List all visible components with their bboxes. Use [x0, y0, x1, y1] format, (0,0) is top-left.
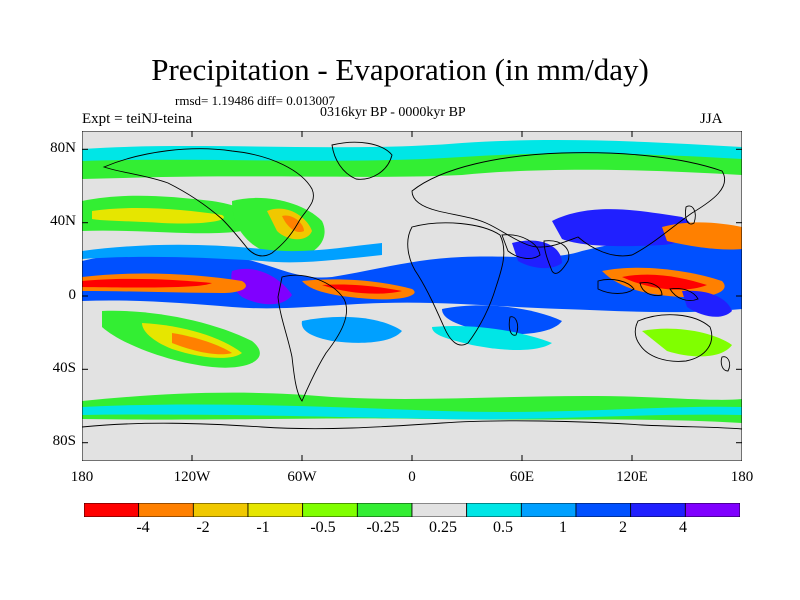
coast-maritime-continent — [597, 278, 699, 301]
field-south-atlantic-blue — [301, 316, 402, 343]
y-tick-label: 80N — [50, 140, 76, 156]
field-equatorial-cyan-edge — [82, 243, 382, 263]
colorbar-label: -2 — [196, 519, 210, 536]
colorbar — [84, 503, 740, 517]
colorbar-label: 0.25 — [429, 519, 457, 536]
colorbar-swatch — [356, 503, 413, 517]
coast-north-america — [102, 148, 314, 257]
field-australia-green — [642, 328, 732, 357]
field-atlantic-purple — [231, 268, 292, 305]
colorbar-label: -1 — [256, 519, 270, 536]
x-tick-label: 180 — [730, 469, 754, 485]
colorbar-label: 1 — [559, 519, 567, 536]
coast-australia — [634, 314, 713, 362]
period-line: 0316kyr BP - 0000kyr BP — [320, 105, 466, 120]
colorbar-swatch — [466, 503, 522, 517]
field-bay-of-bengal-purple — [512, 240, 562, 269]
field-maritime-darkred — [622, 274, 707, 290]
colorbar-swatch — [247, 503, 304, 517]
colorbar-label: -4 — [136, 519, 150, 536]
coast-india — [543, 240, 570, 274]
season-label: JJA — [700, 111, 723, 127]
field-south-pacific-orange — [172, 333, 232, 355]
colorbar-swatch — [192, 503, 249, 517]
colorbar-label: 2 — [619, 519, 627, 536]
colorbar-swatch — [84, 503, 140, 517]
colorbar-label: -0.5 — [310, 519, 336, 536]
coast-africa — [407, 222, 505, 346]
x-tick-label: 60W — [287, 469, 317, 485]
field-northern-green-belt — [82, 147, 742, 179]
field-southern-cyan-belt — [82, 404, 742, 420]
colorbar-swatch — [302, 503, 358, 517]
coast-south-america — [277, 274, 348, 402]
colorbar-label: -0.25 — [366, 519, 400, 536]
stats-line: rmsd= 1.19486 diff= 0.013007 — [175, 93, 335, 108]
coastlines — [82, 141, 742, 430]
coast-japan — [685, 205, 696, 225]
coast-arabia — [501, 234, 541, 259]
experiment-label: Expt = teiNJ-teina — [82, 111, 193, 127]
field-indian-ocean-cyan — [432, 325, 552, 350]
x-tick-label: 120E — [616, 469, 648, 485]
colorbar-swatch — [520, 503, 577, 517]
colorbar-swatch — [138, 503, 194, 517]
colorbar-label: 4 — [679, 519, 687, 536]
field-east-pacific-darkred — [82, 278, 212, 288]
chart-title: Precipitation - Evaporation (in mm/day) — [151, 52, 649, 87]
coast-greenland — [331, 141, 393, 180]
y-tick-label: 40N — [50, 213, 76, 229]
x-tick-label: 60E — [509, 469, 535, 485]
field-gulf-orange — [282, 215, 304, 233]
colorbar-swatch — [411, 503, 468, 517]
map-ticks — [82, 131, 742, 461]
x-tick-label: 120W — [173, 469, 211, 485]
colorbar-swatch — [684, 503, 740, 517]
y-tick-label: 0 — [68, 287, 77, 303]
field-atlantic-red — [322, 284, 402, 294]
y-tick-label: 40S — [52, 360, 76, 376]
coast-madagascar — [508, 316, 519, 336]
x-tick-label: 0 — [408, 469, 416, 485]
colorbar-swatch — [575, 503, 632, 517]
field-north-cyan — [82, 140, 742, 161]
world-map-panel — [82, 131, 742, 461]
field-southwest-pacific-purple — [682, 290, 732, 317]
coast-antarctica — [82, 420, 742, 430]
field-west-pacific-purple — [552, 209, 693, 247]
x-tick-label: 180 — [70, 469, 94, 485]
coast-new-zealand — [720, 356, 731, 372]
field-north-pacific-orange — [662, 222, 742, 250]
y-tick-label: 80S — [52, 433, 76, 449]
field-north-pacific-yellow — [92, 208, 224, 224]
colorbar-label: 0.5 — [493, 519, 513, 536]
coast-eurasia — [411, 152, 726, 257]
colorbar-swatch — [630, 503, 686, 517]
